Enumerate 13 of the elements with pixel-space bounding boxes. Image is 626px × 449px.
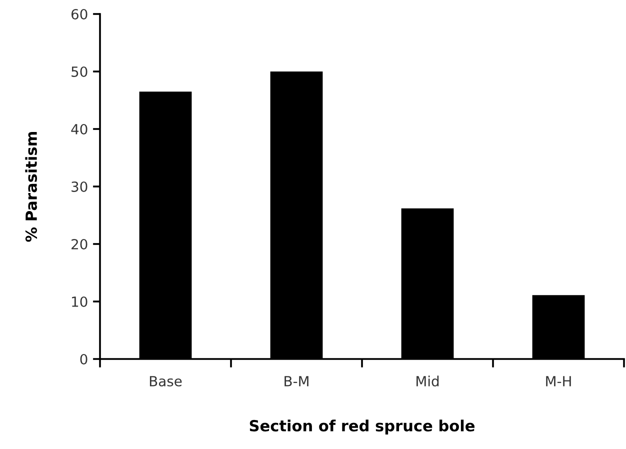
x-tick-label: Base [150, 376, 182, 386]
y-tick-label: 60 [71, 8, 88, 20]
y-tick-label: 10 [72, 296, 88, 307]
y-tick-label: 0 [80, 354, 88, 364]
y-tick-label: 50 [72, 66, 88, 77]
y-tick-label: 30 [72, 181, 88, 192]
x-tick-label: Mid [416, 376, 439, 386]
x-axis-title: Section of red spruce bole [250, 420, 474, 434]
y-tick-label: 20 [72, 238, 88, 250]
x-tick-label: B-M [284, 376, 308, 386]
y-tick-label: 40 [71, 124, 88, 134]
x-tick-label: M-H [546, 376, 571, 386]
y-axis-title: % Parasitism [25, 132, 38, 242]
